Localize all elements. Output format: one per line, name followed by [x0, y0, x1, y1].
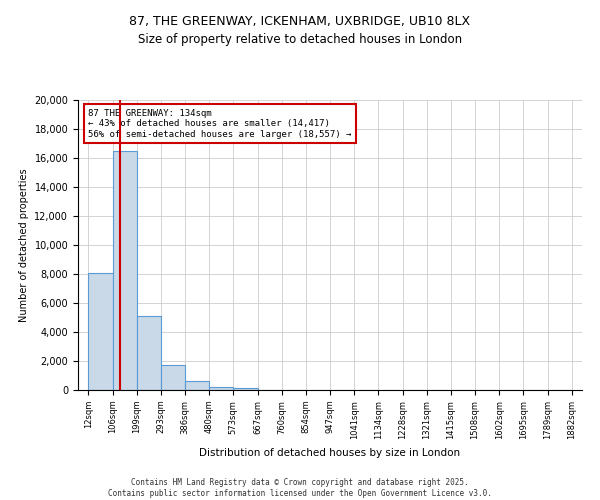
Bar	[233, 388, 257, 390]
Text: 87, THE GREENWAY, ICKENHAM, UXBRIDGE, UB10 8LX: 87, THE GREENWAY, ICKENHAM, UXBRIDGE, UB…	[130, 15, 470, 28]
Text: 87 THE GREENWAY: 134sqm
← 43% of detached houses are smaller (14,417)
56% of sem: 87 THE GREENWAY: 134sqm ← 43% of detache…	[88, 108, 352, 138]
Bar	[88, 272, 113, 390]
Bar	[209, 387, 233, 390]
Bar	[185, 382, 209, 390]
Text: Contains HM Land Registry data © Crown copyright and database right 2025.
Contai: Contains HM Land Registry data © Crown c…	[108, 478, 492, 498]
Bar	[161, 364, 185, 390]
Bar	[113, 151, 137, 390]
Text: Size of property relative to detached houses in London: Size of property relative to detached ho…	[138, 32, 462, 46]
Bar	[137, 316, 161, 390]
Text: Distribution of detached houses by size in London: Distribution of detached houses by size …	[199, 448, 461, 458]
Y-axis label: Number of detached properties: Number of detached properties	[19, 168, 29, 322]
